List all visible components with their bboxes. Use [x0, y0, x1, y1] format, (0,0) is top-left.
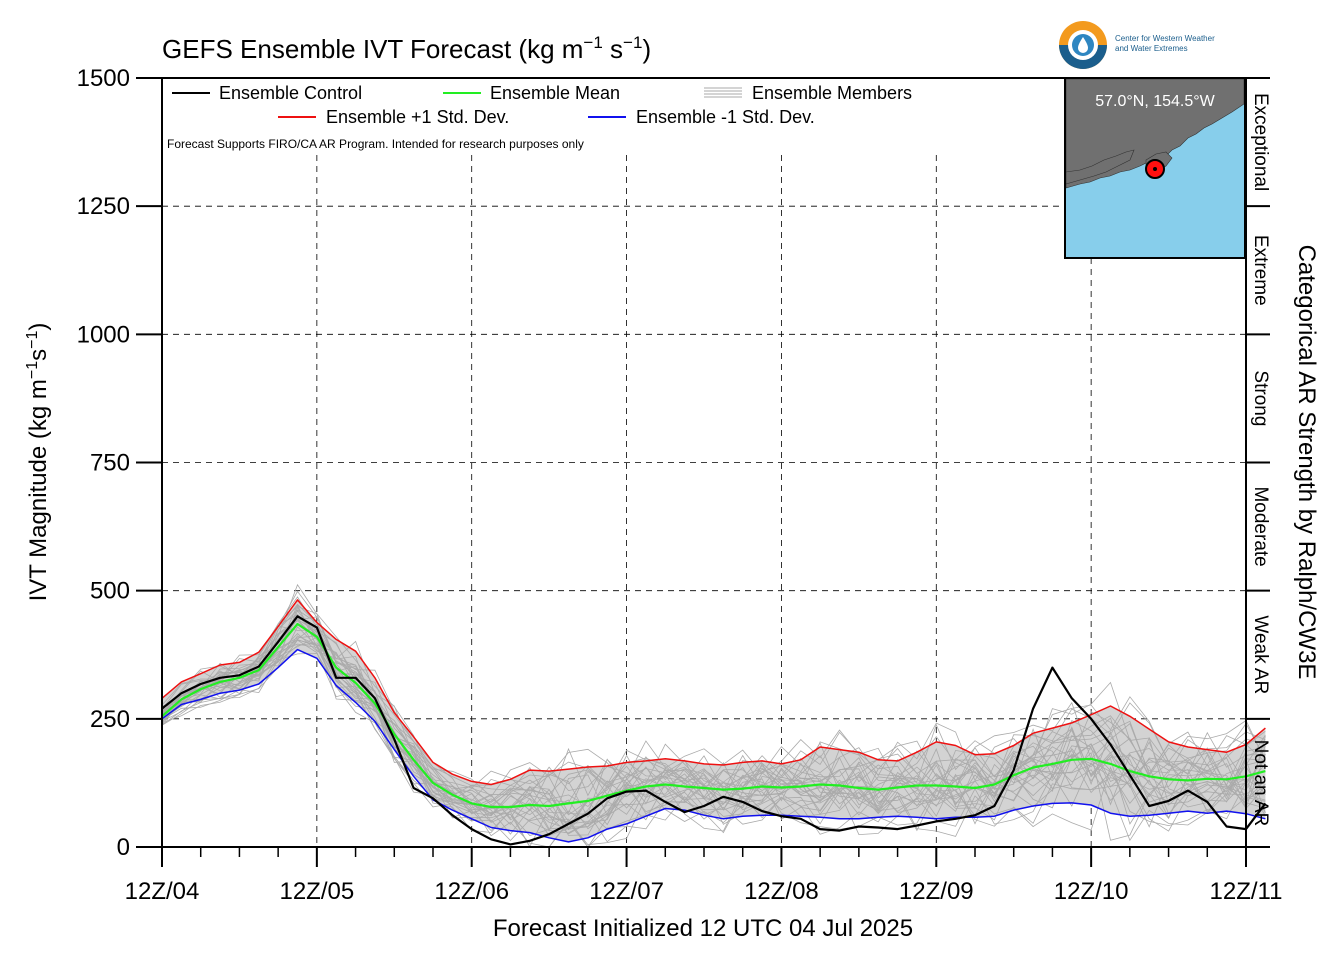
logo-line-2: and Water Extremes [1115, 44, 1188, 53]
y-tick-label: 250 [90, 706, 130, 733]
member-line [161, 636, 1266, 848]
inset-land-peninsula [1065, 149, 1135, 185]
legend-plus-std-label: Ensemble +1 Std. Dev. [326, 107, 509, 127]
x-tick-label: 12Z/08 [744, 878, 819, 905]
legend: Ensemble Control Ensemble Mean Ensemble … [167, 83, 912, 151]
category-label: Not an AR [1250, 740, 1271, 827]
grid-lines [162, 155, 1246, 847]
right-axis-label: Categorical AR Strength by Ralph/CW3E [1293, 245, 1320, 680]
category-label: Moderate [1250, 486, 1271, 566]
category-label: Extreme [1250, 235, 1271, 306]
legend-minus-std-label: Ensemble -1 Std. Dev. [636, 107, 815, 127]
y-tick-label: 1250 [77, 193, 130, 220]
inset-location-label: 57.0°N, 154.5°W [1095, 93, 1215, 110]
x-tick-label: 12Z/09 [899, 878, 974, 905]
series-line-plus_std [161, 599, 1266, 786]
title-mid: s [603, 34, 623, 64]
series-line-mean [161, 622, 1266, 809]
ylabel-sup-2: −1 [24, 330, 41, 348]
title-main: GEFS Ensemble IVT Forecast (kg m [162, 34, 583, 64]
x-tick-label: 12Z/04 [125, 878, 200, 905]
inset-map: 57.0°N, 154.5°W [1064, 77, 1246, 259]
series-line-control [161, 615, 1267, 846]
member-line [161, 590, 1266, 806]
y-axis-label: IVT Magnitude (kg m−1s−1) [24, 323, 52, 602]
legend-mean-label: Ensemble Mean [490, 83, 620, 103]
ylabel-main: IVT Magnitude (kg m [25, 379, 52, 601]
inset-border [1064, 77, 1246, 259]
x-tick-label: 12Z/06 [434, 878, 509, 905]
legend-members-swatch [704, 87, 742, 98]
member-line [161, 605, 1266, 796]
category-labels: Not an AR Weak AR Moderate Strong Extreme Exc… [1246, 77, 1271, 848]
logo-line-1: Center for Western Weather [1115, 34, 1215, 43]
x-axis-label: Forecast Initialized 12 UTC 04 Jul 2025 [493, 915, 913, 942]
title-sup-2: −1 [623, 33, 642, 52]
y-tick-label: 750 [90, 450, 130, 477]
cw3e-logo: Center for Western Weather and Water Ext… [1059, 21, 1215, 69]
ylabel-mid: s [25, 349, 52, 361]
member-line [161, 633, 1266, 834]
member-line [161, 642, 1266, 836]
member-line [161, 635, 1266, 848]
legend-control-label: Ensemble Control [219, 83, 362, 103]
ylabel-sup-1: −1 [24, 361, 41, 379]
y-tick-label: 1000 [77, 321, 130, 348]
category-label: Exceptional [1250, 93, 1271, 191]
y-tick-label: 500 [90, 578, 130, 605]
member-line [161, 596, 1266, 798]
member-line [161, 619, 1266, 823]
title-end: ) [642, 34, 651, 64]
member-line [161, 639, 1266, 836]
series-line-minus_std [161, 648, 1266, 843]
x-tick-label: 12Z/05 [279, 878, 354, 905]
disclaimer-text: Forecast Supports FIRO/CA AR Program. In… [167, 137, 584, 151]
series-layer [161, 583, 1267, 848]
title-sup-1: −1 [583, 33, 602, 52]
x-tick-label: 12Z/10 [1054, 878, 1129, 905]
category-label: Strong [1250, 370, 1271, 426]
category-label: Weak AR [1250, 615, 1271, 694]
member-line [161, 639, 1266, 848]
legend-members-label: Ensemble Members [752, 83, 912, 103]
x-tick-label: 12Z/07 [589, 878, 664, 905]
x-tick-label: 12Z/11 [1210, 878, 1283, 905]
ylabel-end: ) [25, 323, 52, 331]
y-tick-label: 0 [117, 834, 130, 861]
y-tick-label: 1500 [77, 65, 130, 92]
chart-title: GEFS Ensemble IVT Forecast (kg m−1 s−1) [162, 33, 651, 64]
